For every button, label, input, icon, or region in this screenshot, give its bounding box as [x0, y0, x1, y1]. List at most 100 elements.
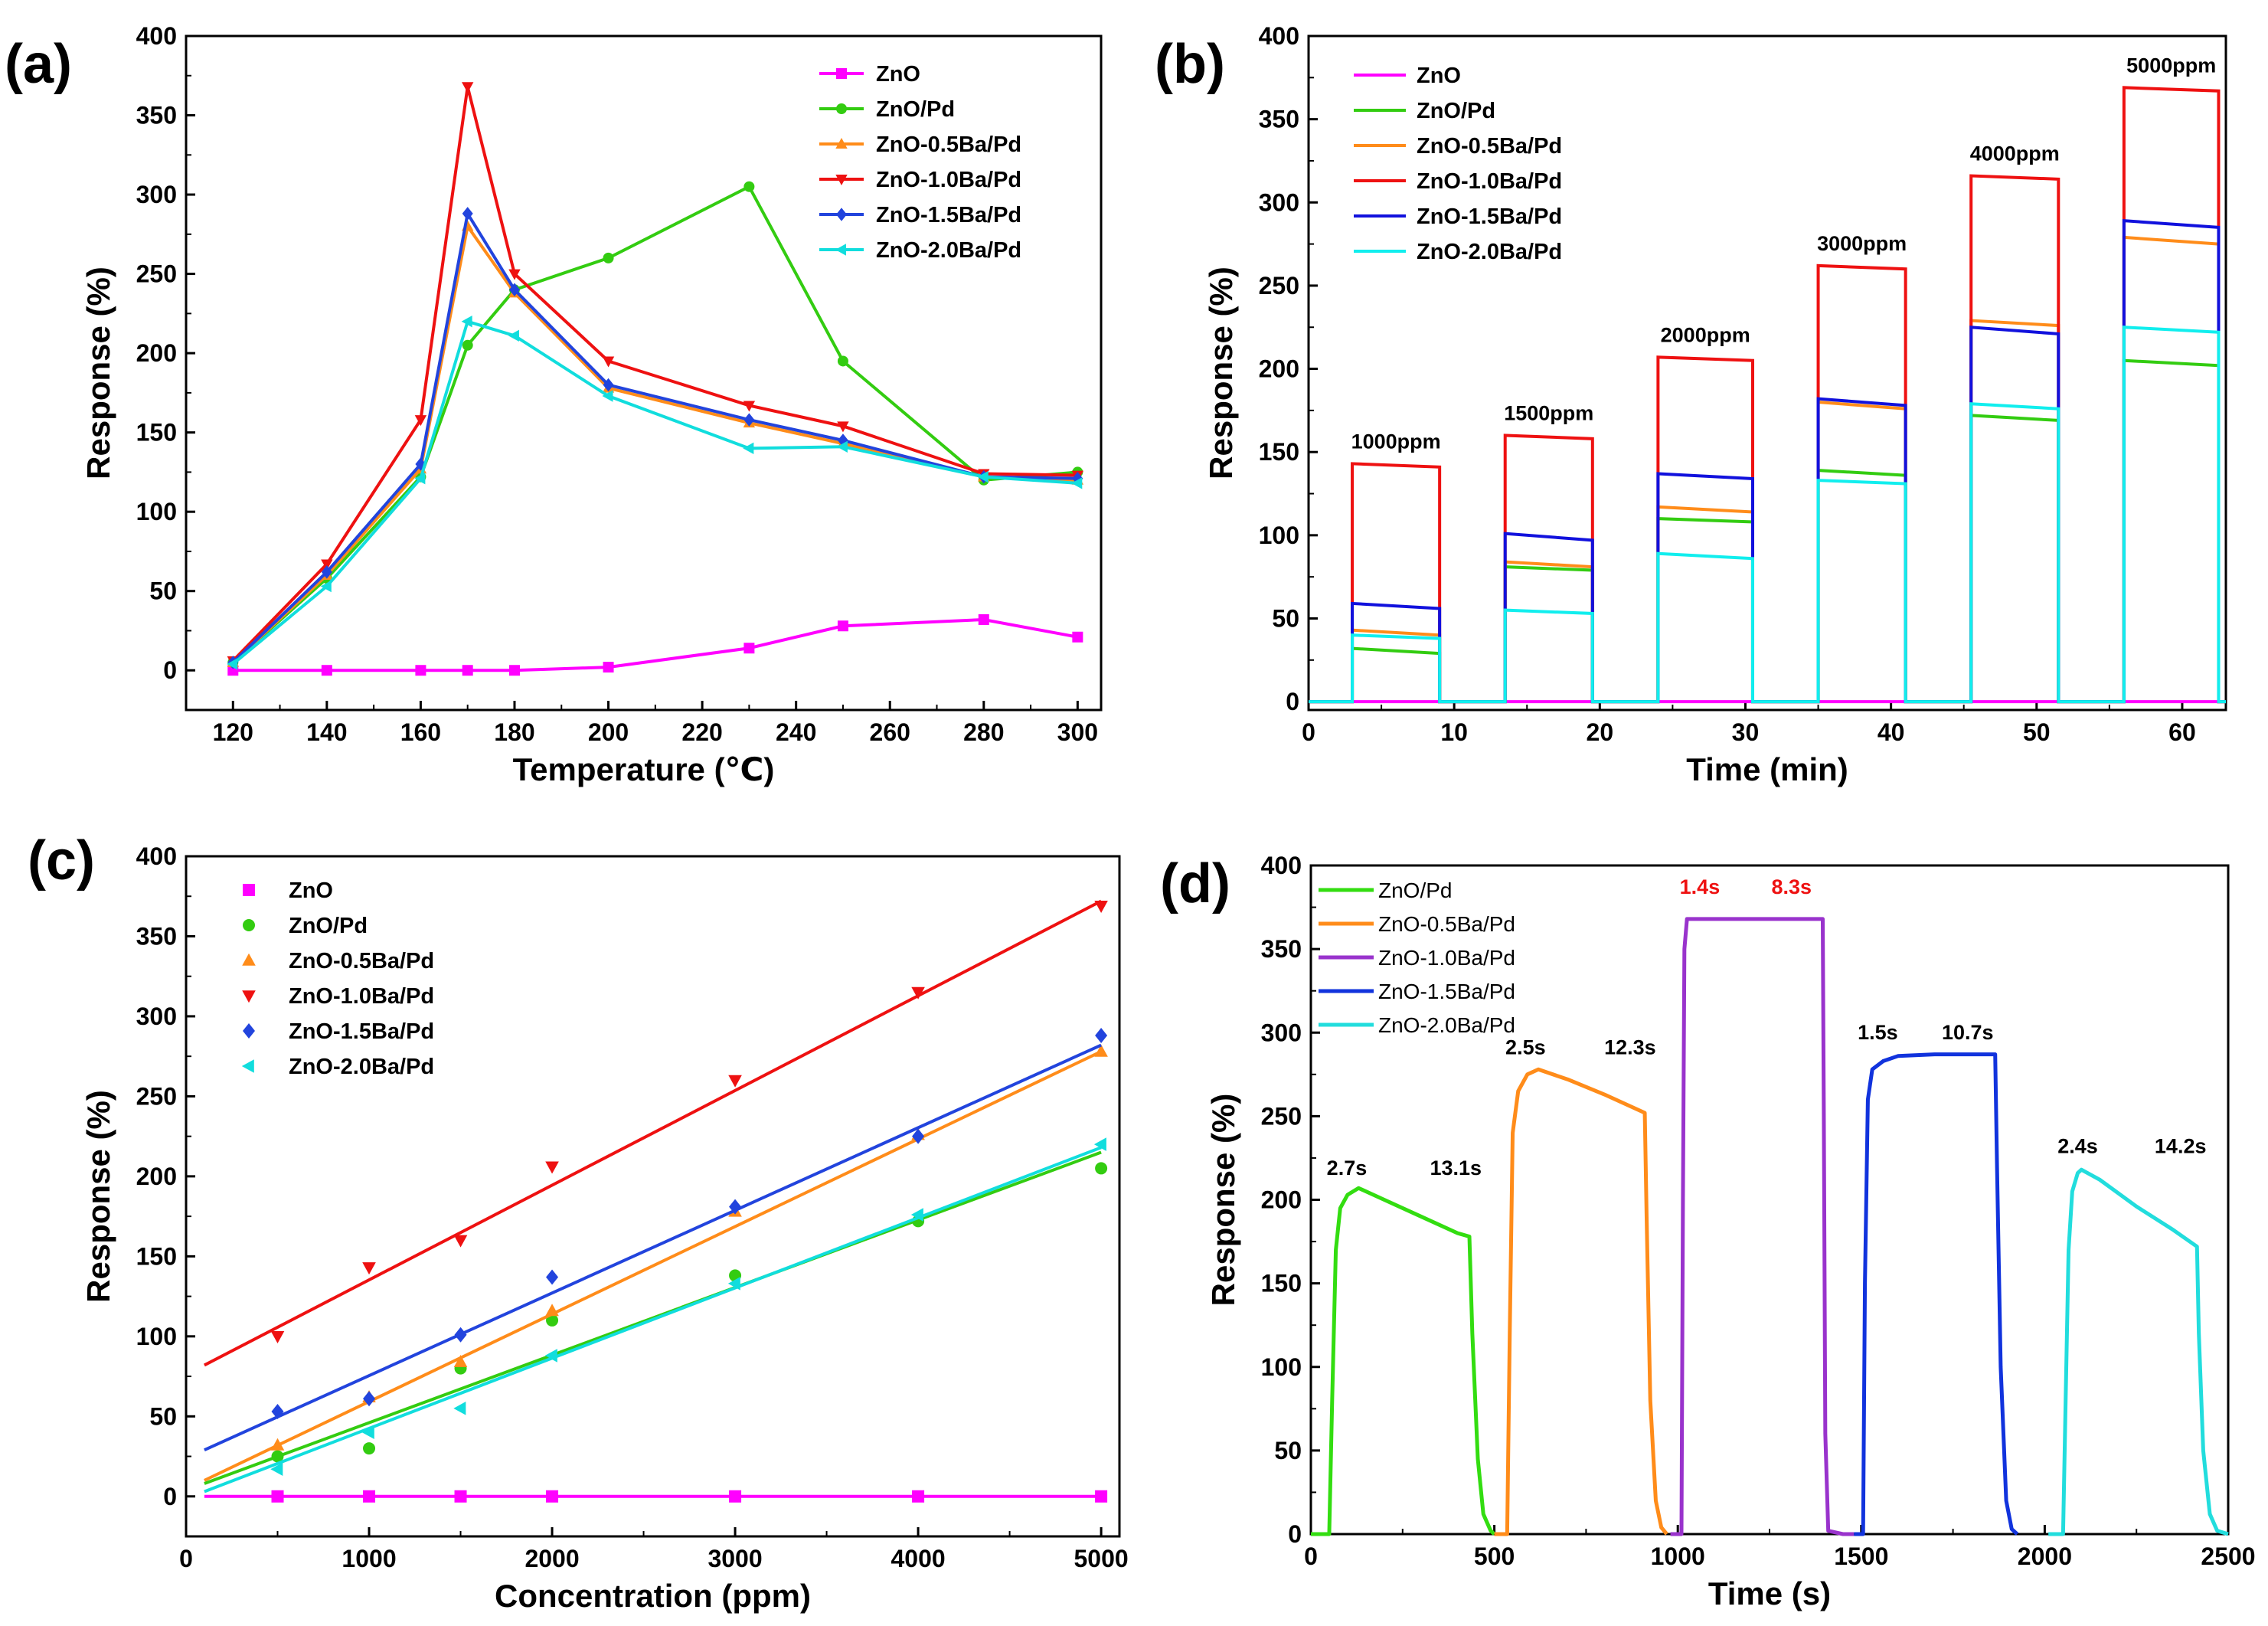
x-tick-label: 5000: [1074, 1545, 1129, 1572]
y-tick-label: 250: [136, 260, 177, 288]
fit-line-zno-1-5ba-pd: [204, 1043, 1102, 1451]
y-axis-title: Response (%): [80, 1090, 116, 1303]
y-tick-label: 350: [1261, 935, 1302, 963]
data-point-zno: [271, 1490, 284, 1503]
data-point-zno: [321, 665, 332, 676]
data-point-zno: [415, 665, 426, 676]
series-line-zno-pd: [231, 185, 1078, 664]
series-line-zno: [233, 617, 1078, 672]
x-axis-title: Time (s): [1708, 1575, 1831, 1611]
x-tick-label: 180: [494, 718, 534, 746]
panel-label-c: (c): [28, 830, 95, 892]
data-point-zno: [912, 1490, 925, 1503]
fit-line-zno-2-0ba-pd: [204, 1146, 1102, 1493]
data-point-zno: [978, 613, 989, 625]
legend-marker-zno-1-5ba-pd: [836, 208, 847, 221]
legend-marker-zno-2-0ba-pd: [835, 244, 846, 256]
legend-label-zno-2-0ba-pd: ZnO-2.0Ba/Pd: [289, 1055, 434, 1079]
plot-frame: [185, 855, 1121, 1538]
response-time-label: 12.3s: [1604, 1036, 1656, 1059]
panel-d-chart: 0 500 1000 1500 2000 2500 0 50 100 150 200 250 300 35…: [1205, 852, 2256, 1611]
series-line-zno-1-0ba-pd: [1670, 917, 1855, 1536]
legend-label-zno-pd: ZnO/Pd: [289, 914, 368, 938]
y-tick-label: 350: [1259, 106, 1299, 133]
data-point-zno-0-5ba-pd: [1094, 1044, 1108, 1057]
series-line-zno-1-5ba-pd: [1854, 1052, 2019, 1536]
panel-label-a: (a): [5, 34, 72, 95]
data-point-zno: [1095, 1490, 1108, 1503]
data-point-zno-pd: [546, 1314, 559, 1327]
data-point-zno-2-0ba-pd: [602, 390, 613, 402]
y-tick-label: 0: [1288, 1520, 1302, 1548]
data-point-zno-2-0ba-pd: [1093, 1137, 1106, 1151]
x-axis-title: Temperature (℃): [513, 751, 775, 787]
y-tick-label: 100: [136, 1323, 177, 1350]
data-point-zno-pd: [271, 1450, 284, 1463]
y-tick-label: 300: [136, 181, 177, 208]
y-axis-title: Response (%): [1205, 1094, 1241, 1307]
data-point-zno-1-0ba-pd: [414, 415, 427, 427]
concentration-label: 1000ppm: [1351, 430, 1441, 453]
y-tick-label: 0: [1286, 688, 1299, 715]
data-point-zno-1-5ba-pd: [743, 413, 755, 427]
x-tick-label: 2500: [2201, 1543, 2255, 1570]
y-tick-label: 400: [136, 842, 177, 870]
fit-line-zno-1-0ba-pd: [203, 899, 1103, 1367]
x-tick-label: 0: [179, 1545, 193, 1572]
series-line-zno-1-5ba-pd: [1309, 219, 2226, 704]
legend-marker-zno-1-0ba-pd: [835, 175, 848, 186]
concentration-label: 3000ppm: [1817, 232, 1907, 255]
data-point-zno-1-0ba-pd: [453, 1235, 468, 1248]
legend-marker-zno-pd: [243, 919, 255, 931]
y-tick-label: 150: [136, 1242, 177, 1270]
series-line-zno-0-5ba-pd: [231, 222, 1078, 664]
data-point-zno: [462, 665, 473, 676]
y-tick-label: 50: [1274, 1437, 1302, 1464]
data-point-zno-1-0ba-pd: [837, 421, 849, 433]
x-tick-label: 50: [2023, 718, 2051, 746]
y-tick-label: 250: [136, 1082, 177, 1110]
series-line-zno-pd: [1311, 1186, 1496, 1536]
y-tick-label: 200: [1259, 355, 1299, 383]
legend-marker-zno-1-5ba-pd: [243, 1023, 255, 1039]
data-point-zno-2-0ba-pd: [743, 442, 754, 455]
data-point-zno: [729, 1490, 742, 1503]
x-tick-label: 280: [963, 718, 1004, 746]
legend-marker-zno-0-5ba-pd: [242, 953, 256, 966]
legend-marker-zno-1-0ba-pd: [242, 990, 256, 1003]
x-tick-label: 260: [870, 718, 910, 746]
x-tick-label: 0: [1304, 1543, 1318, 1570]
plot-frame: [185, 34, 1103, 712]
data-point-zno-1-5ba-pd: [462, 207, 473, 221]
data-point-zno: [603, 662, 614, 673]
y-tick-label: 250: [1259, 272, 1299, 299]
data-point-zno-1-0ba-pd: [728, 1075, 742, 1088]
legend-label-zno-0-5ba-pd: ZnO-0.5Ba/Pd: [289, 949, 434, 973]
x-tick-label: 30: [1732, 718, 1760, 746]
legend-label-zno-1-0ba-pd: ZnO-1.0Ba/Pd: [1417, 169, 1562, 194]
data-point-zno-pd: [363, 1442, 376, 1455]
legend-label-zno-pd: ZnO/Pd: [876, 97, 955, 122]
response-time-label: 2.7s: [1327, 1157, 1368, 1179]
concentration-label: 2000ppm: [1661, 323, 1750, 346]
data-point-zno-1-5ba-pd: [912, 1128, 925, 1144]
response-time-label: 2.4s: [2057, 1134, 2098, 1157]
y-tick-label: 200: [136, 1163, 177, 1190]
legend-label-zno-1-0ba-pd: ZnO-1.0Ba/Pd: [1378, 946, 1515, 970]
data-point-zno-pd: [462, 339, 473, 351]
data-point-zno-1-5ba-pd: [454, 1327, 467, 1343]
legend-marker-zno: [836, 68, 847, 79]
x-tick-label: 60: [2168, 718, 2196, 746]
y-tick-label: 400: [1261, 852, 1302, 879]
data-point-zno-2-0ba-pd: [508, 329, 519, 342]
x-tick-label: 10: [1440, 718, 1468, 746]
data-point-zno-1-0ba-pd: [602, 356, 615, 368]
response-time-label: 13.1s: [1430, 1157, 1482, 1179]
y-tick-label: 0: [163, 656, 177, 684]
legend-marker-zno-0-5ba-pd: [835, 137, 848, 149]
data-point-zno: [743, 643, 755, 654]
concentration-label: 4000ppm: [1970, 142, 2060, 165]
data-point-zno-pd: [837, 355, 848, 367]
data-point-zno-2-0ba-pd: [544, 1349, 557, 1363]
